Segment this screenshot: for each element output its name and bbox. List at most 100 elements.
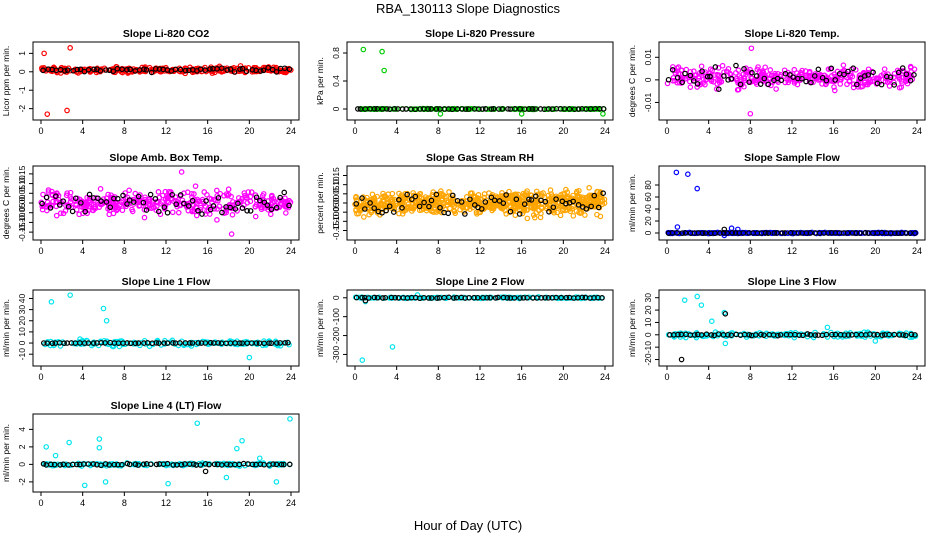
data-point-outlier (48, 299, 55, 305)
data-point (456, 295, 462, 301)
data-point (277, 340, 283, 346)
data-point-outlier (722, 340, 729, 347)
chart-panel-6: Slope Sample Flow ml/min per min. 0 4 8 12 16 2… (627, 152, 926, 256)
data-point (211, 206, 218, 212)
data-point (242, 194, 248, 201)
data-point (164, 209, 171, 216)
data-point (542, 294, 548, 301)
data-point (570, 198, 576, 205)
data-point (445, 210, 452, 217)
data-point-outlier (273, 479, 280, 485)
data-point (559, 196, 565, 202)
chart-panel-7: Slope Line 1 Flow ml/min per min. 0 4 8 12 16 2… (1, 276, 300, 382)
data-point (511, 295, 518, 301)
y-tick-label: 0.8 (331, 47, 341, 59)
data-point-outlier (194, 420, 201, 427)
y-axis-label: ml/min per min. (627, 174, 637, 232)
data-point (243, 68, 250, 75)
data-point-outlier (437, 111, 444, 117)
data-point (235, 200, 241, 207)
data-point (492, 295, 499, 301)
data-point (286, 202, 292, 209)
y-tick-label: -1 (17, 86, 27, 94)
x-tick-label: 24 (912, 126, 922, 136)
data-point (175, 209, 182, 216)
data-point (153, 461, 160, 468)
data-point (558, 294, 565, 301)
data-point (49, 340, 56, 347)
x-tick-label: 16 (517, 126, 527, 136)
x-tick-label: 24 (600, 126, 610, 136)
chart-title: Slope Sample Flow (744, 152, 841, 164)
data-point (476, 209, 482, 216)
data-point-outlier (698, 302, 705, 308)
data-point (782, 230, 788, 236)
x-tick-label: 4 (80, 126, 85, 136)
data-series-2 (353, 294, 605, 304)
data-point (564, 194, 570, 201)
data-point (870, 69, 876, 76)
data-point (856, 72, 863, 79)
data-point (177, 66, 184, 73)
data-point (496, 106, 502, 112)
data-point (359, 294, 365, 301)
data-point (752, 332, 759, 338)
data-point (511, 204, 517, 211)
data-point (215, 195, 222, 201)
data-point (600, 106, 607, 112)
data-point (433, 106, 440, 112)
x-tick-label: 20 (870, 246, 880, 256)
data-point (741, 66, 747, 72)
data-point (353, 201, 360, 207)
data-point (189, 340, 196, 346)
data-point (746, 331, 753, 338)
data-point (675, 331, 681, 338)
chart-panel-9: Slope Line 3 Flow ml/min per min. 0 4 8 12 16 2… (627, 276, 926, 382)
data-point (850, 81, 857, 88)
data-point (905, 71, 912, 78)
data-point (111, 461, 118, 468)
data-point (823, 81, 829, 87)
data-point (106, 199, 113, 205)
x-tick-label: 20 (244, 126, 254, 136)
data-point (43, 194, 50, 201)
data-point (841, 332, 848, 338)
data-point (197, 462, 204, 468)
data-point (691, 230, 698, 236)
data-point (876, 75, 882, 81)
data-point (428, 295, 435, 301)
data-point-outlier (246, 354, 253, 361)
data-point (239, 65, 246, 72)
x-tick-label: 12 (161, 372, 171, 382)
data-series-2 (41, 339, 291, 347)
data-point (86, 191, 93, 198)
data-point (97, 461, 103, 468)
data-point (588, 203, 594, 210)
data-point-outlier (685, 171, 691, 178)
data-point (481, 205, 488, 212)
data-point (130, 199, 137, 205)
data-point (409, 196, 415, 203)
data-point (886, 331, 892, 338)
data-point (599, 295, 605, 301)
data-point (140, 461, 147, 467)
data-point-outlier (674, 224, 681, 230)
data-point (497, 193, 504, 199)
data-point (202, 67, 209, 73)
data-point (135, 193, 142, 200)
data-point (129, 206, 135, 213)
data-point (863, 81, 869, 88)
data-point (189, 208, 195, 215)
data-point-outlier (66, 439, 72, 446)
data-point (671, 230, 678, 236)
y-tick-label: 4 (17, 427, 27, 432)
data-point (140, 203, 147, 209)
data-point (515, 197, 522, 203)
data-point (484, 294, 490, 301)
data-point (595, 204, 602, 211)
data-point (114, 195, 121, 202)
x-tick-label: 0 (38, 126, 43, 136)
data-point (135, 462, 141, 468)
data-point (752, 230, 759, 236)
data-point (570, 213, 577, 219)
